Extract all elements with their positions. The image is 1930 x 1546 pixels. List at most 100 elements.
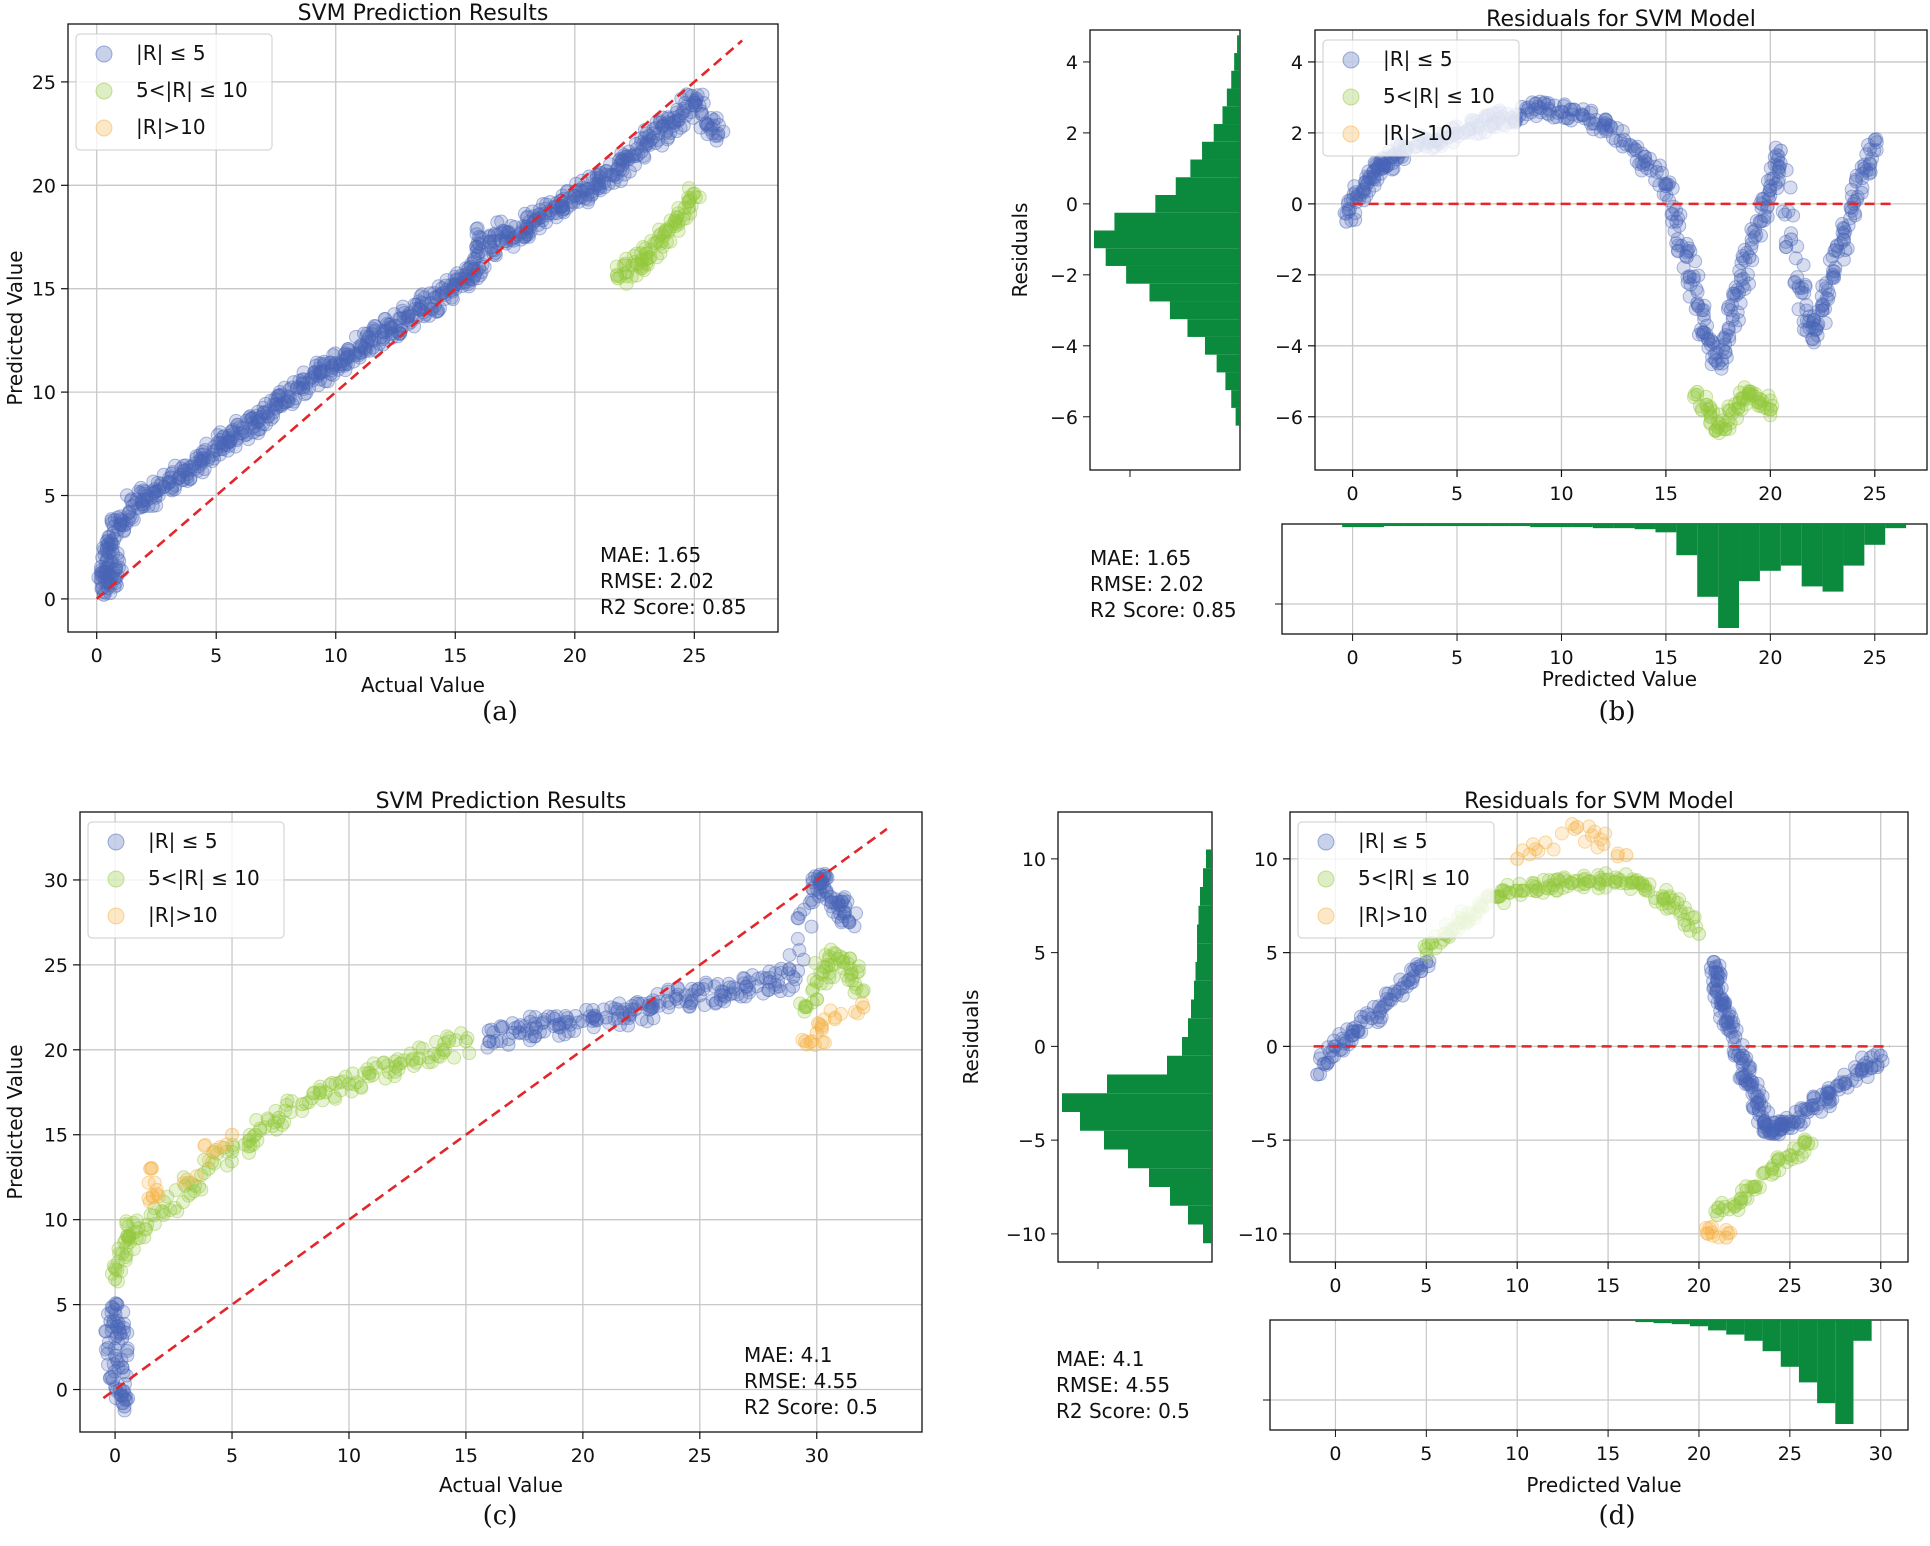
data-point [337,347,352,362]
data-point [1717,1004,1732,1019]
data-point [268,397,283,412]
histogram-bar [1198,905,1212,925]
data-point [387,307,402,322]
data-point [274,399,289,414]
data-point [581,192,596,207]
data-point [494,225,509,240]
data-point [1590,840,1605,855]
data-point [471,246,486,261]
histogram-bar [1592,524,1614,529]
data-point [636,136,651,151]
data-point [280,394,295,409]
data-point [119,516,134,531]
data-point [490,215,505,230]
data-point [225,422,240,437]
data-point [814,1020,829,1035]
data-point [223,433,238,448]
data-point [1765,1162,1780,1177]
data-point [737,971,752,986]
data-point [856,1000,871,1015]
data-point [148,490,163,505]
histogram-bar [1655,524,1677,533]
data-point [493,233,508,248]
x-tick-label: 15 [1654,483,1678,505]
data-point [341,356,356,371]
histogram-bar [1404,524,1426,527]
data-point [474,265,489,280]
data-point [464,256,479,271]
data-point [99,567,114,582]
data-point [177,463,192,478]
y-tick-label: 0 [1034,1036,1046,1058]
data-point [494,214,509,229]
data-point [326,348,341,363]
legend-label: |R| ≤ 5 [1358,829,1428,853]
data-point [791,911,806,926]
data-point [470,221,485,236]
data-point [113,512,128,527]
data-point [445,292,460,307]
histogram-bar [1170,1187,1212,1206]
data-point [432,287,447,302]
data-point [239,427,254,442]
data-point [198,1137,213,1152]
data-point [831,894,846,909]
legend-label: |R| ≤ 5 [148,829,218,853]
data-point [290,379,305,394]
histogram-bar [1718,524,1740,628]
histogram-bar [1671,1320,1690,1325]
data-point [113,517,128,532]
data-point [1784,226,1799,241]
data-point [233,426,248,441]
data-point [1715,413,1730,428]
data-point [1686,272,1701,287]
histogram-bar [1107,1074,1212,1094]
data-point [795,1032,810,1047]
data-point [339,352,354,367]
histogram-bar [1128,1149,1212,1169]
x-tick-label: 30 [1869,1443,1893,1465]
data-point [226,426,241,441]
metric-text: MAE: 4.1 [744,1343,832,1367]
x-tick-label: 0 [1347,483,1359,505]
data-point [466,254,481,269]
data-point [360,336,375,351]
histogram-bar [1363,524,1384,528]
data-point [817,1035,832,1050]
data-point [98,585,113,600]
series-low [1310,954,1890,1142]
data-point [141,1175,156,1190]
panel-c: 0 5 10 15 20 25 30 0 5 10 15 20 25 30 SVM Prediction R… [3,789,923,1531]
histogram-bar [1762,1320,1781,1352]
data-point [421,1055,436,1070]
data-point [592,179,607,194]
data-point [258,417,273,432]
panel-caption: (c) [483,1501,518,1531]
histogram-bar [1231,390,1240,408]
data-point [260,409,275,424]
data-point [516,219,531,234]
data-point [112,553,127,568]
data-point [460,262,475,277]
legend-label: |R|>10 [148,903,218,927]
data-point [250,411,265,426]
histogram-bar [1191,999,1212,1019]
data-point [266,405,281,420]
data-point [412,302,427,317]
chart-title: Residuals for SVM Model [1486,7,1756,32]
data-point [431,303,446,318]
x-tick-label: 0 [1329,1443,1341,1465]
data-point [1818,301,1833,316]
metric-text: MAE: 1.65 [1090,546,1191,570]
data-point [191,459,206,474]
x-tick-label: 20 [571,1445,595,1467]
panel-caption: (d) [1599,1501,1636,1531]
y-tick-label: 10 [44,1210,68,1232]
data-point [554,193,569,208]
x-axis-label: Predicted Value [1526,1473,1681,1497]
histogram-bar [1126,265,1240,284]
data-point [342,349,357,364]
data-point [572,189,587,204]
histogram-bar [1206,849,1212,869]
legend-label: |R|>10 [1383,121,1453,145]
